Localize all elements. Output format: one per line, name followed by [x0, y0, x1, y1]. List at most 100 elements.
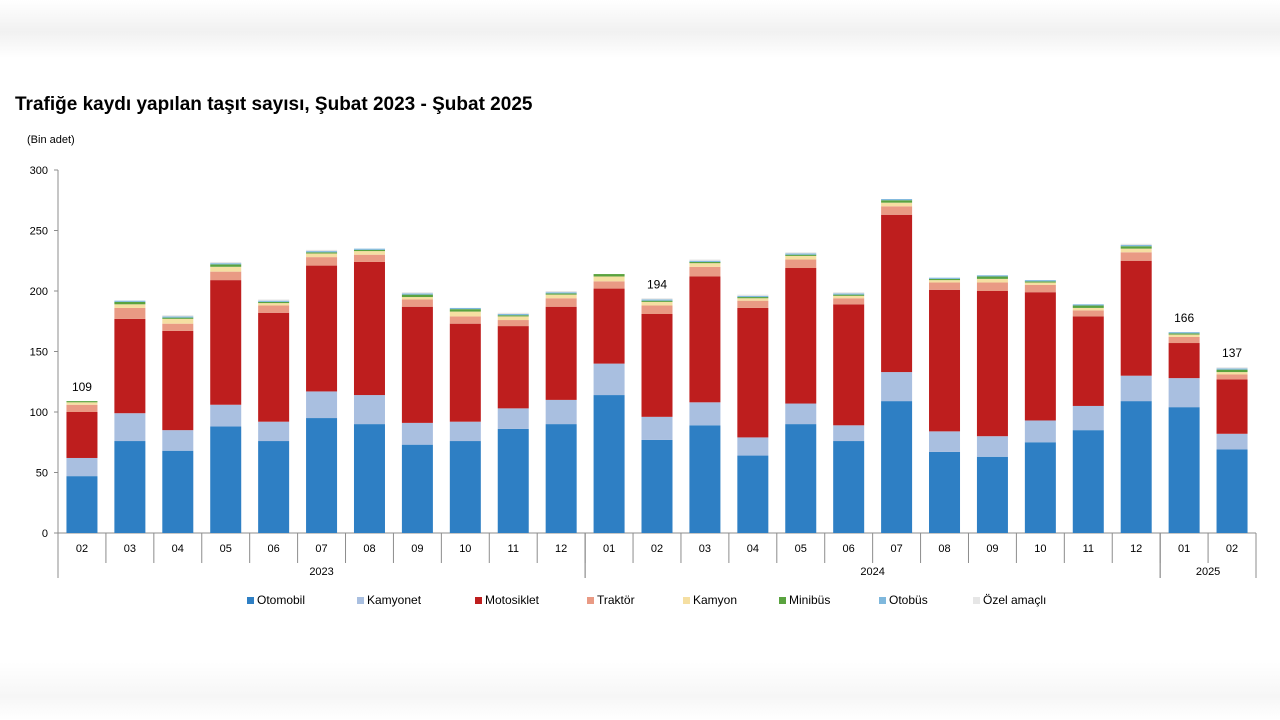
- bar-segment: [1072, 430, 1104, 533]
- bar-segment: [114, 307, 146, 319]
- x-tick-label: 02: [1226, 543, 1238, 555]
- bar-segment: [306, 265, 338, 392]
- bar-segment: [497, 316, 529, 321]
- legend-swatch: [247, 597, 254, 604]
- bar-segment: [66, 401, 98, 403]
- bar-segment: [689, 425, 721, 533]
- bar-segment: [1072, 305, 1104, 308]
- bar-segment: [1120, 248, 1152, 253]
- bar-segment: [881, 199, 913, 201]
- bar-segment: [114, 441, 146, 533]
- bottom-blur-band: [0, 662, 1280, 720]
- chart-title: Trafiğe kaydı yapılan taşıt sayısı, Şuba…: [15, 94, 533, 115]
- bar-segment: [976, 276, 1008, 279]
- bar-segment: [258, 300, 290, 302]
- bar-segment: [306, 253, 338, 258]
- bar-segment: [497, 315, 529, 317]
- bar-segment: [497, 408, 529, 429]
- bar-segment: [545, 293, 577, 295]
- bar-segment: [401, 422, 433, 445]
- bar-segment: [1024, 282, 1056, 285]
- bar-segment: [353, 249, 385, 252]
- bar-segment: [929, 277, 961, 279]
- bar-segment: [593, 274, 625, 277]
- bar-segment: [114, 304, 146, 308]
- bar-segment: [306, 249, 338, 252]
- bar-segment: [881, 372, 913, 402]
- bar-segment: [1072, 310, 1104, 317]
- bar-segment: [593, 395, 625, 533]
- legend-swatch: [587, 597, 594, 604]
- bar-segment: [306, 391, 338, 419]
- bar-segment: [1024, 284, 1056, 293]
- bar-segment: [1072, 405, 1104, 431]
- x-tick-label: 04: [172, 543, 184, 555]
- bar-segment: [1120, 260, 1152, 376]
- bar-segment: [1024, 420, 1056, 443]
- bar-segment: [1072, 307, 1104, 311]
- bar-segment: [641, 439, 673, 533]
- bar-segment: [737, 298, 769, 301]
- bar-segment: [66, 476, 98, 533]
- bar-segment: [353, 251, 385, 255]
- bar-segment: [737, 294, 769, 296]
- bar-segment: [689, 266, 721, 277]
- bar-segment: [737, 297, 769, 299]
- bar-segment: [497, 312, 529, 314]
- bar-segment: [833, 295, 865, 299]
- bar-segment: [881, 202, 913, 207]
- bar-segment: [976, 291, 1008, 437]
- bar-segment: [641, 313, 673, 417]
- bar-segment: [401, 292, 433, 294]
- top-blur-band: [0, 0, 1280, 58]
- bar-segment: [976, 436, 1008, 457]
- legend-entry: Motosiklet: [485, 593, 540, 607]
- y-tick-label: 250: [30, 226, 48, 238]
- legend-entry: Traktör: [597, 593, 635, 607]
- bar-segment: [401, 444, 433, 533]
- bar-segment: [1216, 433, 1248, 450]
- bar-segment: [833, 304, 865, 426]
- bar-segment: [929, 280, 961, 283]
- bar-segment: [689, 259, 721, 261]
- bar-segment: [210, 404, 242, 427]
- bar-segment: [737, 307, 769, 438]
- bar-segment: [66, 412, 98, 458]
- bar-segment: [1216, 379, 1248, 434]
- bar-segment: [545, 291, 577, 293]
- x-tick-label: 05: [795, 543, 807, 555]
- bar-segment: [833, 292, 865, 294]
- bar-segment: [1168, 334, 1200, 337]
- bar-segment: [929, 278, 961, 281]
- legend-entry: Otobüs: [889, 593, 928, 607]
- bar-segment: [1216, 372, 1248, 375]
- bar-segment: [881, 206, 913, 215]
- y-tick-label: 0: [42, 528, 48, 540]
- bar-segment: [114, 413, 146, 442]
- bar-segment: [449, 307, 481, 310]
- bar-segment: [545, 298, 577, 307]
- bar-segment: [1168, 332, 1200, 334]
- bar-segment: [258, 301, 290, 304]
- bar-segment: [545, 294, 577, 299]
- bar-segment: [306, 418, 338, 533]
- bar-segment: [641, 416, 673, 440]
- year-label: 2024: [860, 566, 884, 578]
- bar-segment: [1168, 336, 1200, 344]
- bar-segment: [210, 263, 242, 265]
- bar-segment: [737, 437, 769, 456]
- bar-segment: [210, 426, 242, 533]
- bar-segment: [114, 318, 146, 414]
- bar-segment: [1216, 369, 1248, 373]
- bar-segment: [833, 293, 865, 295]
- bar-segment: [114, 301, 146, 305]
- bar-segment: [449, 441, 481, 533]
- bar-segment: [401, 293, 433, 295]
- x-tick-label: 12: [1130, 543, 1142, 555]
- bar-segment: [162, 450, 194, 533]
- bar-segment: [737, 300, 769, 308]
- legend-swatch: [879, 597, 886, 604]
- x-tick-label: 06: [843, 543, 855, 555]
- bar-segment: [1024, 292, 1056, 421]
